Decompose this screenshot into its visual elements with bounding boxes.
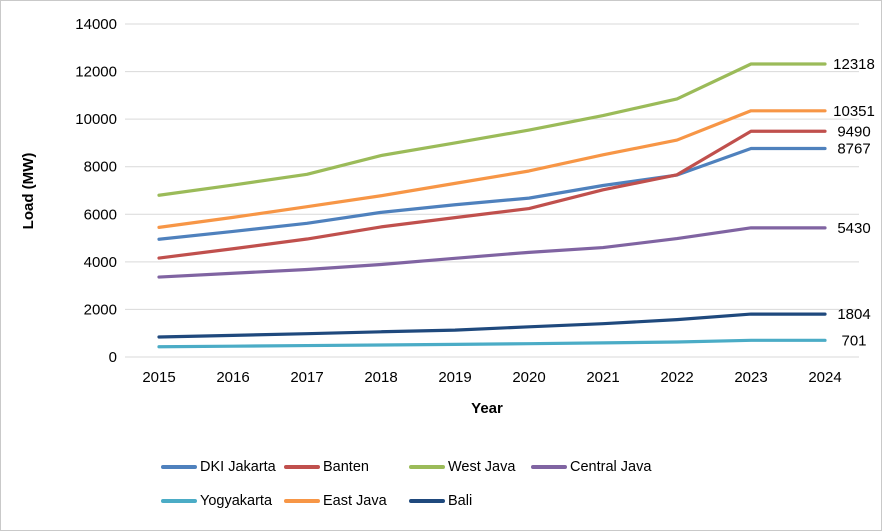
x-tick-label: 2016 xyxy=(216,369,249,386)
series-line-yogyakarta xyxy=(157,338,827,349)
legend-label-yogyakarta: Yogyakarta xyxy=(200,493,273,509)
x-tick-label: 2017 xyxy=(290,369,323,386)
series-end-label-central-java: 5430 xyxy=(837,220,870,237)
series-line-central-java xyxy=(157,226,827,279)
legend-item-east-java: East Java xyxy=(284,493,387,509)
series-line-dki-jakarta xyxy=(157,146,827,241)
x-tick-label: 2020 xyxy=(512,369,545,386)
legend-item-central-java: Central Java xyxy=(531,459,651,475)
series-end-label-banten: 9490 xyxy=(837,123,870,140)
legend-swatch-west-java xyxy=(409,465,445,469)
x-tick-label: 2022 xyxy=(660,369,693,386)
x-tick-label: 2023 xyxy=(734,369,767,386)
legend-item-bali: Bali xyxy=(409,493,472,509)
axis-label-layer: 0 2000 4000 6000 8000 10000 12000 14000 2015 2016… xyxy=(75,16,875,386)
gridline-layer xyxy=(125,23,859,358)
y-tick-label: 4000 xyxy=(84,254,117,271)
legend-label-east-java: East Java xyxy=(323,493,387,509)
y-tick-label: 6000 xyxy=(84,206,117,223)
series-line-bali xyxy=(157,312,827,339)
x-tick-label: 2021 xyxy=(586,369,619,386)
legend-swatch-yogyakarta xyxy=(161,499,197,503)
legend-item-west-java: West Java xyxy=(409,459,515,475)
legend-label-west-java: West Java xyxy=(448,459,516,475)
x-tick-label: 2019 xyxy=(438,369,471,386)
legend-label-dki-jakarta: DKI Jakarta xyxy=(200,459,276,475)
y-tick-label: 14000 xyxy=(75,16,117,33)
chart-plot-area: 0 2000 4000 6000 8000 10000 12000 14000 2015 2016… xyxy=(20,16,875,417)
y-tick-label: 8000 xyxy=(84,159,117,176)
legend-item-dki-jakarta: DKI Jakarta xyxy=(161,459,276,475)
series-layer xyxy=(157,62,827,349)
series-end-label-dki-jakarta: 8767 xyxy=(837,140,870,157)
series-end-label-yogyakarta: 701 xyxy=(841,332,866,349)
legend-label-central-java: Central Java xyxy=(570,459,652,475)
legend-item-yogyakarta: Yogyakarta xyxy=(161,493,272,509)
series-line-west-java xyxy=(157,62,827,197)
series-end-label-east-java: 10351 xyxy=(833,103,875,120)
y-axis-title: Load (MW) xyxy=(20,153,37,230)
legend-item-banten: Banten xyxy=(284,459,369,475)
y-tick-label: 10000 xyxy=(75,111,117,128)
legend-swatch-bali xyxy=(409,499,445,503)
legend-swatch-dki-jakarta xyxy=(161,465,197,469)
legend-label-bali: Bali xyxy=(448,493,473,509)
x-tick-label: 2024 xyxy=(808,369,841,386)
y-tick-label: 0 xyxy=(109,349,117,366)
y-tick-label: 12000 xyxy=(75,64,117,81)
y-tick-label: 2000 xyxy=(84,301,117,318)
series-end-label-west-java: 12318 xyxy=(833,56,875,73)
legend-swatch-banten xyxy=(284,465,320,469)
series-line-banten xyxy=(157,129,827,260)
legend-label-banten: Banten xyxy=(323,459,369,475)
legend-swatch-east-java xyxy=(284,499,320,503)
x-axis-title: Year xyxy=(471,400,503,417)
series-end-label-bali: 1804 xyxy=(837,306,870,323)
series-line-east-java xyxy=(157,109,827,229)
x-tick-label: 2018 xyxy=(364,369,397,386)
legend-swatch-central-java xyxy=(531,465,567,469)
x-tick-label: 2015 xyxy=(142,369,175,386)
